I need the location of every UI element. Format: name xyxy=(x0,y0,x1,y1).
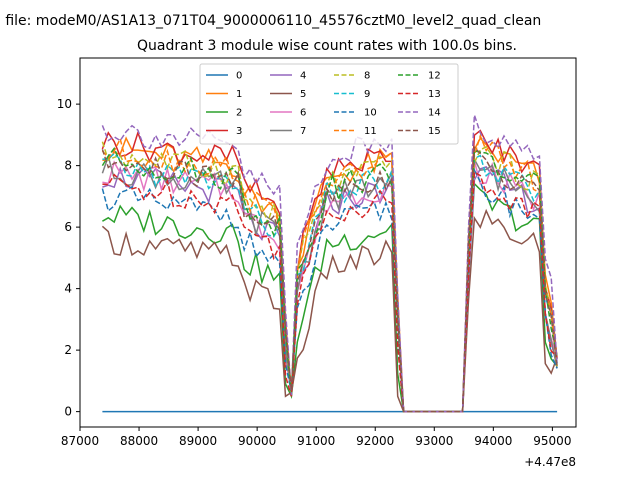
legend-label-7: 7 xyxy=(300,126,306,137)
legend-label-1: 1 xyxy=(236,89,242,100)
legend-label-13: 13 xyxy=(428,89,441,100)
x-offset-text: +4.47e8 xyxy=(524,455,576,469)
x-tick-label: 95000 xyxy=(533,434,571,448)
y-tick-label: 0 xyxy=(64,405,72,419)
series-line-7 xyxy=(101,153,558,413)
legend-box xyxy=(199,63,459,145)
legend-label-2: 2 xyxy=(236,108,242,119)
y-tick-label: 10 xyxy=(57,97,72,111)
legend-label-8: 8 xyxy=(364,71,370,82)
x-tick-label: 90000 xyxy=(238,434,276,448)
x-tick-label: 94000 xyxy=(474,434,512,448)
legend-label-3: 3 xyxy=(236,126,242,137)
series-line-13 xyxy=(102,170,558,413)
x-tick-label: 93000 xyxy=(415,434,453,448)
series-line-6 xyxy=(102,160,558,413)
x-tick-label: 87000 xyxy=(61,434,99,448)
legend-label-0: 0 xyxy=(236,71,242,82)
y-tick-label: 6 xyxy=(64,220,72,234)
legend-label-12: 12 xyxy=(428,71,441,82)
x-tick-label: 88000 xyxy=(120,434,158,448)
legend-label-9: 9 xyxy=(364,89,370,100)
x-tick-label: 92000 xyxy=(356,434,394,448)
series-line-12 xyxy=(101,147,558,413)
series-line-8 xyxy=(101,141,558,413)
y-axis: 0 2 4 6 8 10 xyxy=(57,97,80,419)
y-tick-label: 8 xyxy=(64,159,72,173)
series-line-2 xyxy=(102,181,558,413)
chart-title: Quadrant 3 module wise count rates with … xyxy=(137,38,517,54)
legend-label-10: 10 xyxy=(364,108,377,119)
series-line-14 xyxy=(101,114,558,413)
y-tick-label: 4 xyxy=(64,282,72,296)
legend-label-6: 6 xyxy=(300,108,306,119)
legend-label-4: 4 xyxy=(300,71,306,82)
legend-label-11: 11 xyxy=(364,126,377,137)
x-tick-label: 91000 xyxy=(297,434,335,448)
series-line-9 xyxy=(102,152,558,413)
x-axis: 87000 88000 89000 90000 91000 92000 93000 94000… xyxy=(61,427,571,448)
legend-label-14: 14 xyxy=(428,108,441,119)
series-line-15 xyxy=(101,145,558,413)
figure-suptitle: n file: modeM0/AS1A13_071T04_9000006110_… xyxy=(0,13,541,29)
series-layer xyxy=(101,114,558,413)
y-tick-label: 2 xyxy=(64,343,72,357)
legend-label-15: 15 xyxy=(428,126,441,137)
legend-label-5: 5 xyxy=(300,89,306,100)
plot-frame xyxy=(79,57,577,428)
series-line-5 xyxy=(101,208,558,413)
series-line-10 xyxy=(101,167,558,413)
x-tick-label: 89000 xyxy=(179,434,217,448)
